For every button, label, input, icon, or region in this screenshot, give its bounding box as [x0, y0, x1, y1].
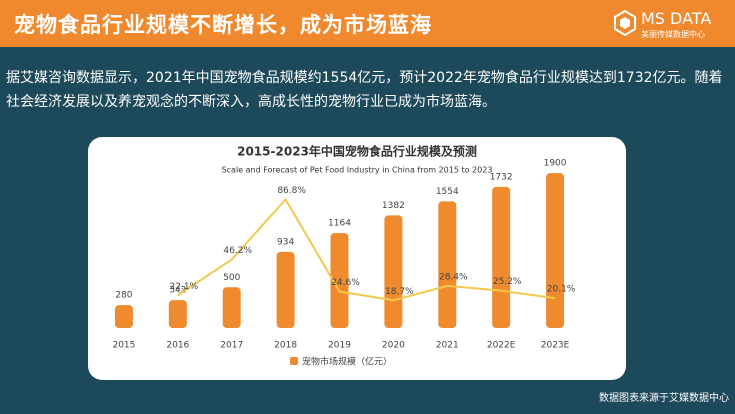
header: 宠物食品行业规模不断增长，成为市场蓝海 MS DATA 美丽传媒数据中心 — [0, 0, 735, 47]
line-value-label: 20.1% — [547, 285, 576, 295]
chart: 2015-2023年中国宠物食品行业规模及预测 Scale and Foreca… — [112, 144, 576, 368]
bar — [546, 173, 565, 328]
page-title: 宠物食品行业规模不断增长，成为市场蓝海 — [14, 13, 432, 37]
bar-value-label: 280 — [115, 291, 132, 301]
legend-swatch — [290, 357, 298, 365]
line-value-label: 18.7% — [385, 287, 414, 297]
logo-subtitle: 美丽传媒数据中心 — [641, 30, 705, 39]
x-tick-label: 2022E — [487, 341, 516, 351]
bar-value-label: 1554 — [436, 187, 459, 197]
bar — [222, 287, 241, 328]
paragraph: 据艾媒咨询数据显示，2021年中国宠物食品规模约1554亿元，预计2022年宠物… — [6, 70, 723, 110]
bar — [168, 300, 187, 328]
bar — [330, 233, 349, 328]
chart-subtitle: Scale and Forecast of Pet Food Industry … — [222, 166, 493, 175]
bar — [276, 251, 295, 328]
x-tick-label: 2017 — [220, 341, 243, 351]
line — [177, 197, 556, 302]
bar-value-label: 1164 — [328, 219, 351, 229]
chart-card: 2015-2023年中国宠物食品行业规模及预测 Scale and Foreca… — [88, 137, 626, 380]
bar — [114, 305, 133, 328]
line-value-label: 25.2% — [493, 277, 522, 287]
x-tick-label: 2019 — [328, 341, 351, 351]
bar-value-label: 1382 — [382, 201, 405, 211]
bar — [492, 186, 511, 328]
line-value-label: 28.4% — [439, 272, 468, 282]
x-tick-label: 2021 — [436, 341, 459, 351]
legend-label: 宠物市场规模（亿元） — [302, 356, 392, 368]
bar — [438, 201, 457, 328]
bar-value-label: 934 — [277, 237, 294, 247]
line-value-label: 22.1% — [170, 282, 199, 292]
line-value-label: 46.2% — [223, 246, 252, 256]
logo-name: MS DATA — [641, 9, 712, 28]
bar-value-label: 500 — [223, 273, 240, 283]
bar-value-label: 342 — [169, 286, 186, 296]
chart-title: 2015-2023年中国宠物食品行业规模及预测 — [237, 144, 477, 159]
x-tick-label: 2015 — [112, 341, 135, 351]
bar-value-label: 1732 — [490, 172, 513, 182]
logo-icon — [614, 10, 636, 36]
line-value-label: 86.8% — [277, 186, 306, 196]
bar — [384, 215, 403, 328]
x-tick-label: 2023E — [541, 341, 570, 351]
x-tick-label: 2018 — [274, 341, 297, 351]
bar-value-label: 1900 — [544, 159, 567, 169]
line-value-label: 24.6% — [331, 278, 360, 288]
x-tick-label: 2020 — [382, 341, 405, 351]
x-tick-label: 2016 — [166, 341, 189, 351]
source: 数据图表来源于艾媒数据中心 — [599, 393, 729, 404]
